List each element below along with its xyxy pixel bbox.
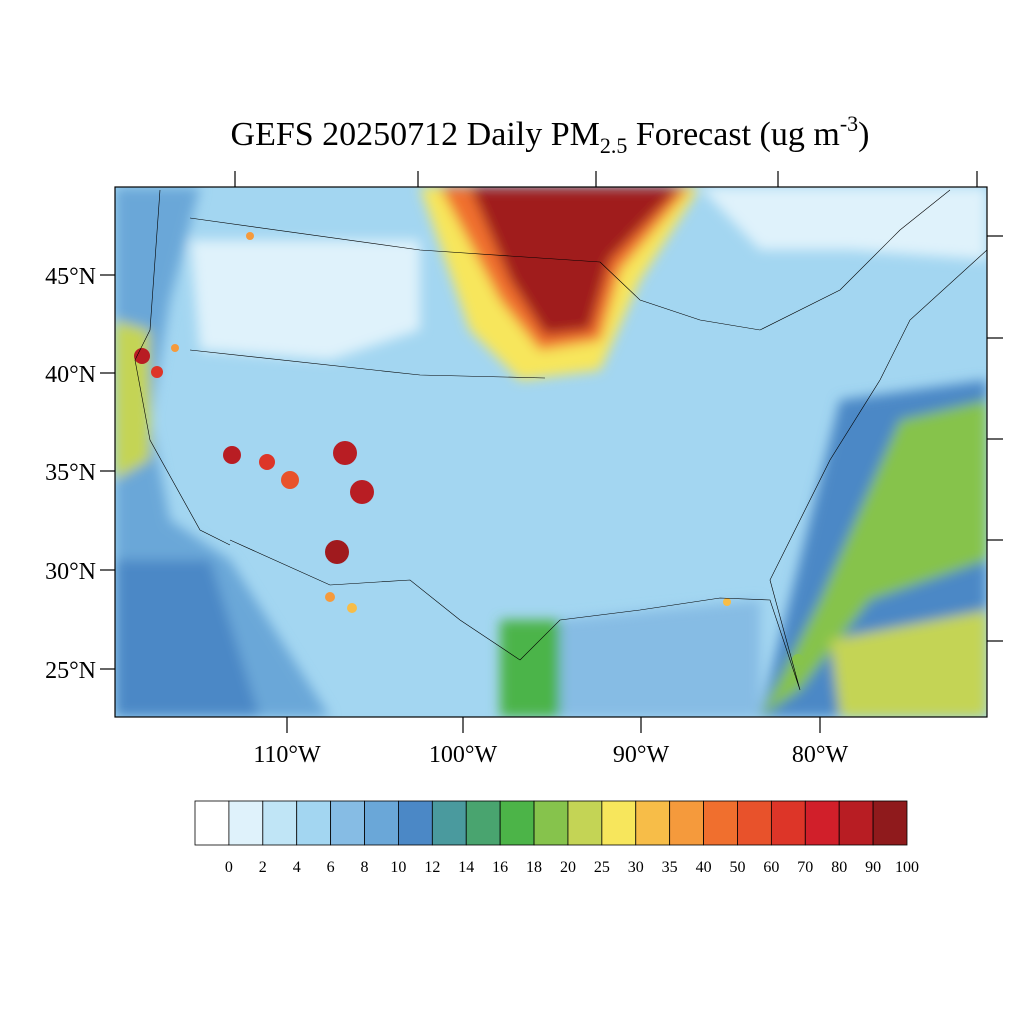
colorbar: 0 2 4 6 8 10 12 14 16 18 20 25 30 35 40 50 60 70 80 90 100: [194, 800, 919, 876]
colorbar-label: 10: [390, 859, 406, 876]
title: GEFS 20250712 Daily PM2.5 Forecast (ug m…: [231, 111, 870, 158]
lat-label: 45°N: [45, 264, 96, 290]
lat-label: 35°N: [45, 460, 96, 486]
colorbar-label: 40: [696, 859, 712, 876]
colorbar-label: 0: [225, 859, 233, 876]
colorbar-label: 50: [729, 859, 745, 876]
colorbar-label: 12: [424, 859, 440, 876]
lon-label: 90°W: [613, 742, 670, 768]
colorbar-box: [838, 800, 874, 846]
colorbar-box: [804, 800, 840, 846]
title-sup: -3: [840, 111, 858, 136]
axis-labels: 45°N 40°N 35°N 30°N 25°N 110°W 100°W 90°W 80°W: [45, 264, 848, 768]
colorbar-box: [431, 800, 467, 846]
colorbar-label: 25: [594, 859, 610, 876]
colorbar-box: [872, 800, 908, 846]
colorbar-label: 14: [458, 859, 474, 876]
colorbar-label: 20: [560, 859, 576, 876]
colorbar-label: 80: [831, 859, 847, 876]
colorbar-label: 16: [492, 859, 508, 876]
colorbar-box: [499, 800, 535, 846]
colorbar-box: [770, 800, 806, 846]
map-field: [115, 187, 987, 717]
colorbar-box: [669, 800, 704, 846]
colorbar-box: [601, 800, 637, 846]
colorbar-box: [364, 800, 399, 846]
colorbar-box: [465, 800, 501, 846]
colorbar-label: 70: [797, 859, 813, 876]
lat-label: 40°N: [45, 362, 96, 388]
colorbar-label: 35: [662, 859, 678, 876]
colorbar-box: [567, 800, 603, 846]
map-frame: [114, 186, 988, 718]
colorbar-label: 18: [526, 859, 542, 876]
colorbar-box: [194, 800, 230, 846]
lon-label: 100°W: [429, 742, 498, 768]
colorbar-label: 4: [293, 859, 301, 876]
lat-label: 25°N: [45, 658, 96, 684]
colorbar-box: [330, 800, 365, 846]
colorbar-label: 90: [865, 859, 881, 876]
colorbar-label: 30: [628, 859, 644, 876]
colorbar-box: [262, 800, 298, 846]
colorbar-box: [635, 800, 671, 846]
lon-label: 110°W: [253, 742, 321, 768]
lat-label: 30°N: [45, 559, 96, 585]
title-middle: Forecast (ug m: [627, 116, 839, 153]
colorbar-box: [737, 800, 772, 846]
colorbar-box: [398, 800, 433, 846]
colorbar-label: 8: [361, 859, 369, 876]
colorbar-box: [703, 800, 738, 846]
colorbar-box: [296, 800, 332, 846]
colorbar-label: 60: [763, 859, 779, 876]
colorbar-box: [533, 800, 569, 846]
title-main: GEFS 20250712 Daily PM: [231, 116, 600, 153]
colorbar-label: 6: [327, 859, 335, 876]
colorbar-label: 2: [259, 859, 267, 876]
title-sub: 2.5: [600, 133, 628, 158]
colorbar-box: [228, 800, 264, 846]
lon-label: 80°W: [792, 742, 849, 768]
title-end: ): [858, 116, 869, 153]
axis-ticks: [100, 171, 1003, 733]
colorbar-label: 100: [895, 859, 919, 876]
